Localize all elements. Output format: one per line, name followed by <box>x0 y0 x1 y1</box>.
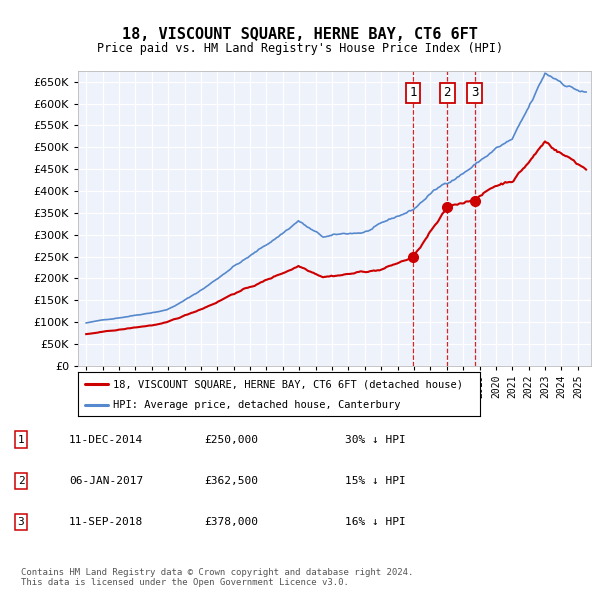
Text: 18, VISCOUNT SQUARE, HERNE BAY, CT6 6FT: 18, VISCOUNT SQUARE, HERNE BAY, CT6 6FT <box>122 27 478 41</box>
Text: 16% ↓ HPI: 16% ↓ HPI <box>345 517 406 527</box>
Text: £362,500: £362,500 <box>204 476 258 486</box>
Text: 30% ↓ HPI: 30% ↓ HPI <box>345 435 406 444</box>
Text: 15% ↓ HPI: 15% ↓ HPI <box>345 476 406 486</box>
Text: 18, VISCOUNT SQUARE, HERNE BAY, CT6 6FT (detached house): 18, VISCOUNT SQUARE, HERNE BAY, CT6 6FT … <box>113 379 463 389</box>
Text: 2: 2 <box>17 476 25 486</box>
Text: Price paid vs. HM Land Registry's House Price Index (HPI): Price paid vs. HM Land Registry's House … <box>97 42 503 55</box>
Text: Contains HM Land Registry data © Crown copyright and database right 2024.
This d: Contains HM Land Registry data © Crown c… <box>21 568 413 587</box>
Text: 3: 3 <box>17 517 25 527</box>
Text: HPI: Average price, detached house, Canterbury: HPI: Average price, detached house, Cant… <box>113 400 401 410</box>
Text: 1: 1 <box>409 86 417 99</box>
Text: 06-JAN-2017: 06-JAN-2017 <box>69 476 143 486</box>
Text: 11-DEC-2014: 11-DEC-2014 <box>69 435 143 444</box>
Text: 11-SEP-2018: 11-SEP-2018 <box>69 517 143 527</box>
Text: £378,000: £378,000 <box>204 517 258 527</box>
Text: 3: 3 <box>471 86 478 99</box>
Text: £250,000: £250,000 <box>204 435 258 444</box>
Text: 1: 1 <box>17 435 25 444</box>
Text: 2: 2 <box>443 86 451 99</box>
